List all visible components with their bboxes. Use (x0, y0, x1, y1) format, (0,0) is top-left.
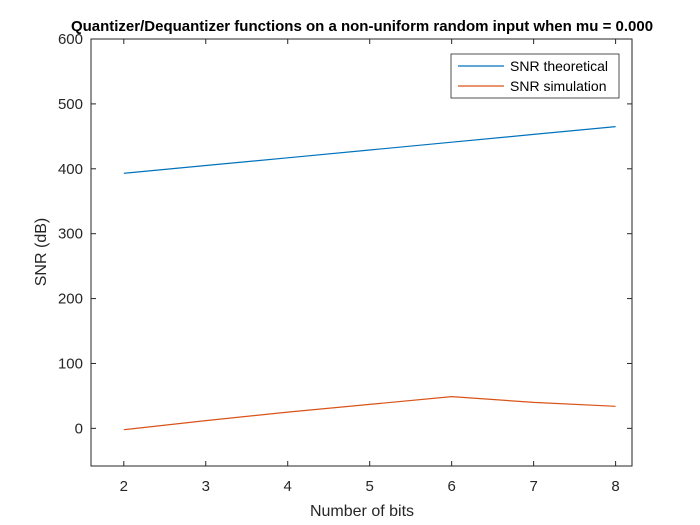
legend-box (450, 53, 620, 99)
y-tick-label: 100 (58, 355, 83, 372)
legend-items: SNR theoretical SNR simulation (458, 58, 608, 94)
y-tick-label: 500 (58, 96, 83, 113)
legend-label-0: SNR theoretical (510, 58, 608, 74)
series-line-0 (123, 126, 616, 174)
x-tick-label: 3 (202, 478, 210, 495)
y-tick-label: 400 (58, 161, 83, 178)
series-line-1 (123, 395, 616, 431)
x-tick-label: 5 (366, 478, 374, 495)
x-tick-label: 6 (447, 478, 455, 495)
y-tick-label: 300 (58, 226, 83, 243)
plot-area (90, 38, 633, 467)
y-tick-label: 0 (75, 420, 83, 437)
y-axis-ticks: 0 100 200 300 400 500 600 (58, 31, 632, 437)
x-tick-label: 2 (120, 478, 128, 495)
legend-label-1: SNR simulation (510, 78, 606, 94)
series-layer (123, 126, 616, 431)
y-tick-label: 600 (58, 31, 83, 48)
x-tick-label: 4 (284, 478, 292, 495)
x-tick-label: 8 (611, 478, 619, 495)
y-axis-label: SNR (dB) (33, 218, 50, 286)
x-axis-label: Number of bits (310, 503, 414, 520)
x-axis-ticks: 2 3 4 5 6 7 8 (120, 39, 620, 495)
legend: SNR theoretical SNR simulation (450, 53, 620, 99)
y-tick-label: 200 (58, 291, 83, 308)
chart-title: Quantizer/Dequantizer functions on a non… (71, 18, 653, 35)
x-tick-label: 7 (529, 478, 537, 495)
